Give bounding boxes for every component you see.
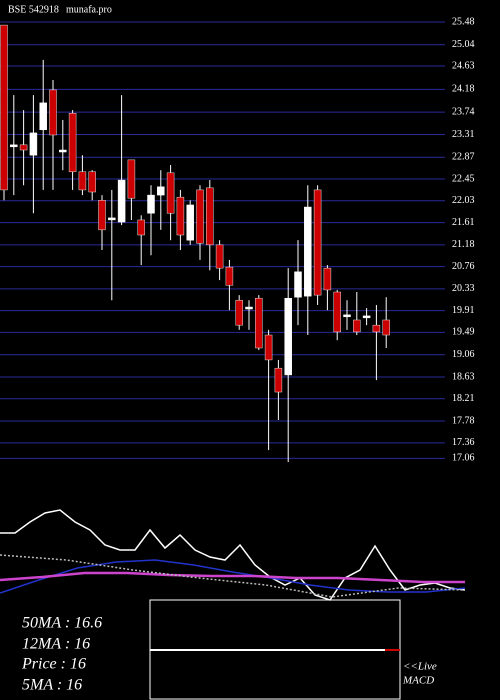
y-tick-label: 17.36 [452, 437, 475, 448]
candle-body [19, 144, 28, 151]
candle-body [29, 132, 38, 156]
candle-body [362, 315, 371, 319]
indicator-line [0, 559, 466, 594]
candle-body [98, 200, 106, 231]
y-tick-label: 21.61 [452, 217, 475, 228]
candle-body [382, 319, 390, 336]
candle-body [137, 219, 145, 236]
y-tick-label: 21.18 [452, 239, 475, 250]
candle-body [235, 300, 243, 326]
y-tick-label: 22.87 [452, 152, 475, 163]
y-tick-label: 17.78 [452, 415, 475, 426]
y-tick-label: 22.03 [452, 195, 475, 206]
candle-body [176, 196, 185, 236]
y-tick-label: 25.48 [452, 16, 475, 27]
y-tick-label: 23.31 [452, 129, 475, 140]
candle-body [147, 194, 155, 214]
live-label: <<Live [403, 661, 437, 673]
candle-body [10, 144, 18, 148]
y-tick-label: 19.91 [452, 305, 475, 316]
candle-body [49, 89, 57, 136]
candle-body [333, 291, 341, 333]
candle-body [372, 324, 381, 333]
site: munafa.pro [66, 4, 112, 15]
candle-body [255, 297, 263, 349]
info-price: Price : 16 [21, 656, 86, 673]
candle-body [353, 319, 361, 333]
candle-body [304, 206, 312, 297]
y-tick-label: 20.76 [452, 261, 475, 272]
candle-body [88, 171, 96, 193]
y-tick-label: 19.06 [452, 349, 475, 360]
candle-body [157, 186, 165, 196]
candle-body [59, 149, 67, 153]
info-50ma: 50MA : 16.6 [22, 615, 102, 632]
info-5ma: 5MA : 16 [22, 677, 82, 694]
candle-body [206, 187, 214, 246]
indicator-line [0, 509, 466, 601]
candle-body [108, 217, 116, 221]
candle-body [117, 179, 126, 223]
candle-body [313, 189, 322, 296]
candle-body [0, 24, 8, 191]
title: BSE 542918 [8, 4, 59, 15]
y-tick-label: 22.45 [452, 173, 475, 184]
candle-body [166, 172, 175, 214]
candle-body [294, 271, 302, 298]
y-tick-label: 18.21 [452, 393, 475, 404]
y-tick-label: 24.18 [452, 84, 475, 95]
candle-body [245, 306, 253, 310]
y-tick-label: 23.74 [452, 106, 475, 117]
candle-body [186, 204, 194, 241]
indicator-line [0, 571, 465, 584]
candle-body [274, 367, 283, 393]
y-tick-label: 17.06 [452, 453, 475, 464]
y-tick-label: 19.49 [452, 327, 475, 338]
candle-body [196, 189, 204, 244]
y-tick-label: 18.63 [452, 371, 475, 382]
y-tick-label: 20.33 [452, 283, 475, 294]
info-12ma: 12MA : 16 [22, 636, 90, 653]
candle-body [78, 171, 87, 191]
y-tick-label: 24.63 [452, 60, 475, 71]
candle-body [343, 314, 351, 318]
candle-body [39, 102, 47, 131]
candle-body [215, 244, 224, 269]
indicator-line [0, 554, 466, 598]
y-tick-label: 25.04 [452, 39, 475, 50]
candle-body [284, 297, 292, 376]
candle-body [225, 266, 234, 286]
macd-label: MACD [402, 675, 434, 687]
candle-body [264, 334, 273, 361]
candle-body [68, 112, 77, 173]
candle-body [323, 267, 332, 291]
candle-body [127, 159, 136, 199]
